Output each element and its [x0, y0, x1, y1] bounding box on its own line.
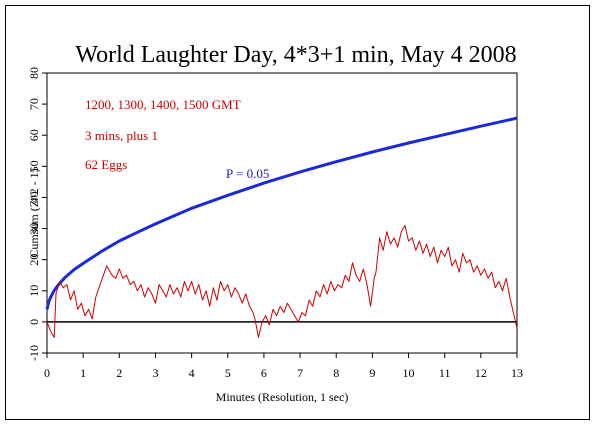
y-tick-label: 40 — [27, 191, 41, 203]
x-tick-label: 8 — [333, 366, 339, 380]
x-tick-label: 1 — [80, 366, 86, 380]
y-tick-label: 20 — [27, 254, 41, 266]
x-tick-label: 5 — [225, 366, 231, 380]
y-axis-label: Cumsum (Z^2 - 1) — [27, 168, 41, 257]
x-tick-label: 0 — [44, 366, 50, 380]
x-tick-label: 7 — [297, 366, 303, 380]
p05-envelope-line — [45, 116, 518, 310]
x-tick-label: 10 — [403, 366, 415, 380]
p-value-label: P = 0.05 — [226, 166, 269, 181]
x-tick-label: 6 — [261, 366, 267, 380]
chart-title: World Laughter Day, 4*3+1 min, May 4 200… — [75, 42, 516, 68]
y-axis-ticks: -10 0 10 20 30 40 50 60 70 80 — [27, 67, 47, 361]
y-tick-label: 70 — [27, 98, 41, 110]
series-layer — [45, 116, 518, 338]
annotation-times: 1200, 1300, 1400, 1500 GMT — [85, 97, 241, 112]
x-tick-label: 11 — [439, 366, 451, 380]
annotation-duration: 3 mins, plus 1 — [85, 128, 158, 143]
x-tick-label: 13 — [511, 366, 523, 380]
y-tick-label: 0 — [27, 319, 41, 325]
x-axis-ticks: 0 1 2 3 4 5 6 7 8 9 10 11 12 13 — [44, 353, 523, 380]
y-tick-label: 30 — [27, 223, 41, 235]
x-tick-label: 4 — [189, 366, 195, 380]
y-tick-label: 60 — [27, 129, 41, 141]
y-tick-label: -10 — [27, 345, 41, 361]
y-tick-label: 10 — [27, 285, 41, 297]
x-tick-label: 3 — [152, 366, 158, 380]
x-tick-label: 12 — [475, 366, 487, 380]
y-tick-label: 80 — [27, 67, 41, 79]
x-axis-label: Minutes (Resolution, 1 sec) — [216, 390, 349, 404]
cumsum-line — [46, 224, 518, 338]
annotation-eggs: 62 Eggs — [85, 157, 127, 172]
x-tick-label: 2 — [116, 366, 122, 380]
plot-border — [46, 72, 518, 354]
chart-frame — [5, 5, 590, 420]
y-tick-label: 50 — [27, 160, 41, 172]
x-tick-label: 9 — [369, 366, 375, 380]
